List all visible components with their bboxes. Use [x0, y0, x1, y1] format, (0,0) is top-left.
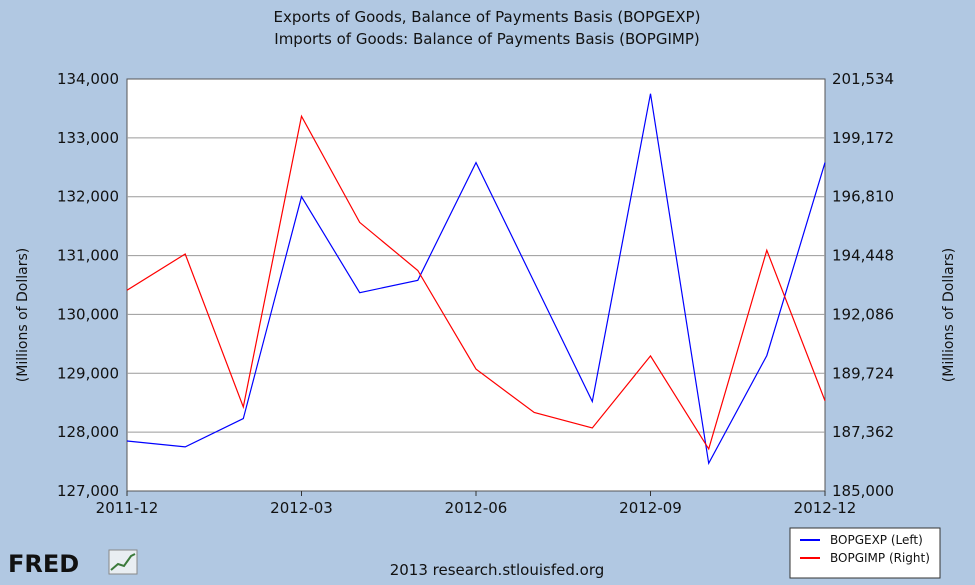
right-tick-label: 201,534 — [832, 70, 894, 88]
grid-lines — [127, 137, 825, 433]
right-axis-ticks: 185,000 187,362 189,724 192,086 194,448 196,8… — [832, 70, 894, 500]
footer-source-text: 2013 research.stlouisfed.org — [390, 561, 605, 579]
left-tick-label: 127,000 — [57, 482, 119, 500]
left-tick-label: 129,000 — [57, 364, 119, 382]
series-lines — [126, 93, 826, 466]
fred-logo-text: FRED — [8, 550, 79, 578]
right-axis-title: (Millions of Dollars) — [941, 248, 957, 382]
legend: BOPGEXP (Left) BOPGIMP (Right) — [789, 527, 941, 579]
right-tick-label: 199,172 — [832, 129, 894, 147]
left-tick-label: 130,000 — [57, 305, 119, 323]
left-tick-label: 128,000 — [57, 423, 119, 441]
series-line-bopgimp — [126, 114, 826, 451]
x-tick-label: 2011-12 — [96, 499, 159, 517]
right-tick-label: 192,086 — [832, 305, 894, 323]
legend-label: BOPGEXP (Left) — [830, 533, 923, 547]
left-tick-label: 132,000 — [57, 188, 119, 206]
left-tick-label: 133,000 — [57, 129, 119, 147]
x-axis-ticks: 2011-12 2012-03 2012-06 2012-09 2012-12 — [96, 491, 857, 517]
plot-area — [126, 78, 826, 492]
left-axis-title: (Millions of Dollars) — [15, 248, 31, 382]
right-tick-label: 185,000 — [832, 482, 894, 500]
x-tick-label: 2012-09 — [619, 499, 682, 517]
right-tick-label: 196,810 — [832, 188, 894, 206]
chart-title-line-2: Imports of Goods: Balance of Payments Ba… — [274, 30, 699, 48]
series-line-bopgexp — [126, 93, 826, 466]
x-tick-label: 2012-03 — [270, 499, 333, 517]
legend-box — [789, 527, 941, 579]
right-tick-label: 194,448 — [832, 247, 894, 265]
legend-label: BOPGIMP (Right) — [830, 551, 930, 565]
fred-logo: FRED — [8, 549, 138, 578]
right-tick-label: 187,362 — [832, 423, 894, 441]
x-tick-label: 2012-12 — [794, 499, 857, 517]
fred-logo-graph-line — [110, 553, 136, 571]
x-tick-label: 2012-06 — [445, 499, 508, 517]
left-tick-label: 131,000 — [57, 247, 119, 265]
right-tick-label: 189,724 — [832, 364, 894, 382]
left-tick-label: 134,000 — [57, 70, 119, 88]
chart-title-line-1: Exports of Goods, Balance of Payments Ba… — [274, 8, 701, 26]
fred-logo-graph-icon — [108, 549, 138, 575]
left-axis-ticks: 127,000 128,000 129,000 130,000 131,000 132,0… — [57, 70, 119, 500]
